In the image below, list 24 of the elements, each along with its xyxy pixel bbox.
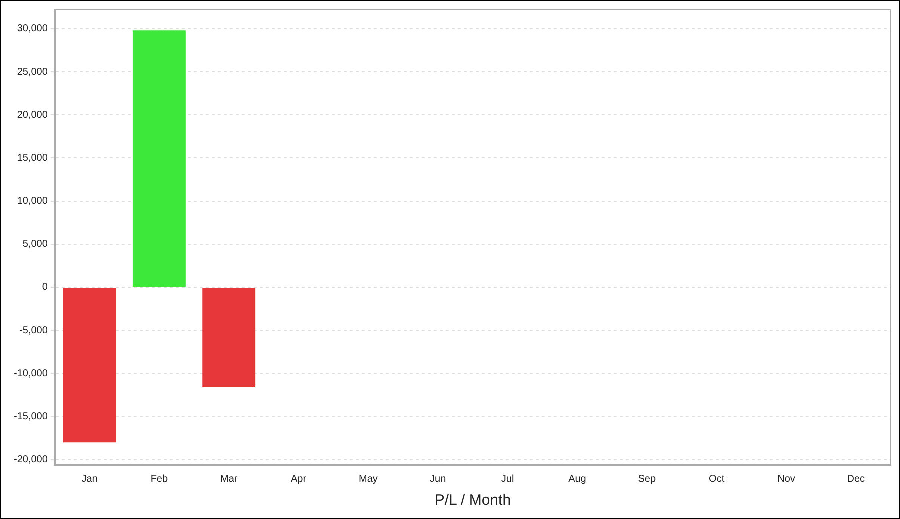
x-tick-label: Mar: [220, 474, 238, 485]
y-tick-label: 5,000: [22, 239, 48, 250]
x-tick-label: Sep: [638, 474, 656, 485]
y-tick-label: 15,000: [17, 152, 48, 164]
y-tick-label: -10,000: [14, 368, 48, 380]
y-tick-label: 30,000: [17, 24, 48, 35]
x-tick-label: Dec: [847, 474, 866, 485]
y-tick-label: -5,000: [20, 325, 48, 336]
y-tick-label: -15,000: [14, 411, 48, 422]
y-tick-label: -20,000: [14, 454, 48, 466]
x-tick-label: Feb: [150, 474, 168, 485]
y-tick-label: 10,000: [17, 196, 48, 208]
x-tick-label: Jan: [82, 474, 98, 485]
x-tick-label: Oct: [709, 474, 725, 485]
y-tick-label: 0: [42, 282, 48, 294]
x-axis-title: P/L / Month: [434, 492, 512, 510]
x-tick-label: Jul: [501, 474, 514, 485]
x-tick-label: Jun: [430, 474, 446, 485]
x-tick-label: Aug: [568, 474, 586, 485]
x-tick-label: Nov: [778, 474, 796, 485]
x-tick-label: Apr: [290, 474, 308, 485]
y-tick-label: 20,000: [17, 110, 48, 121]
x-tick-label: May: [358, 474, 378, 485]
y-tick-label: 25,000: [17, 66, 48, 78]
